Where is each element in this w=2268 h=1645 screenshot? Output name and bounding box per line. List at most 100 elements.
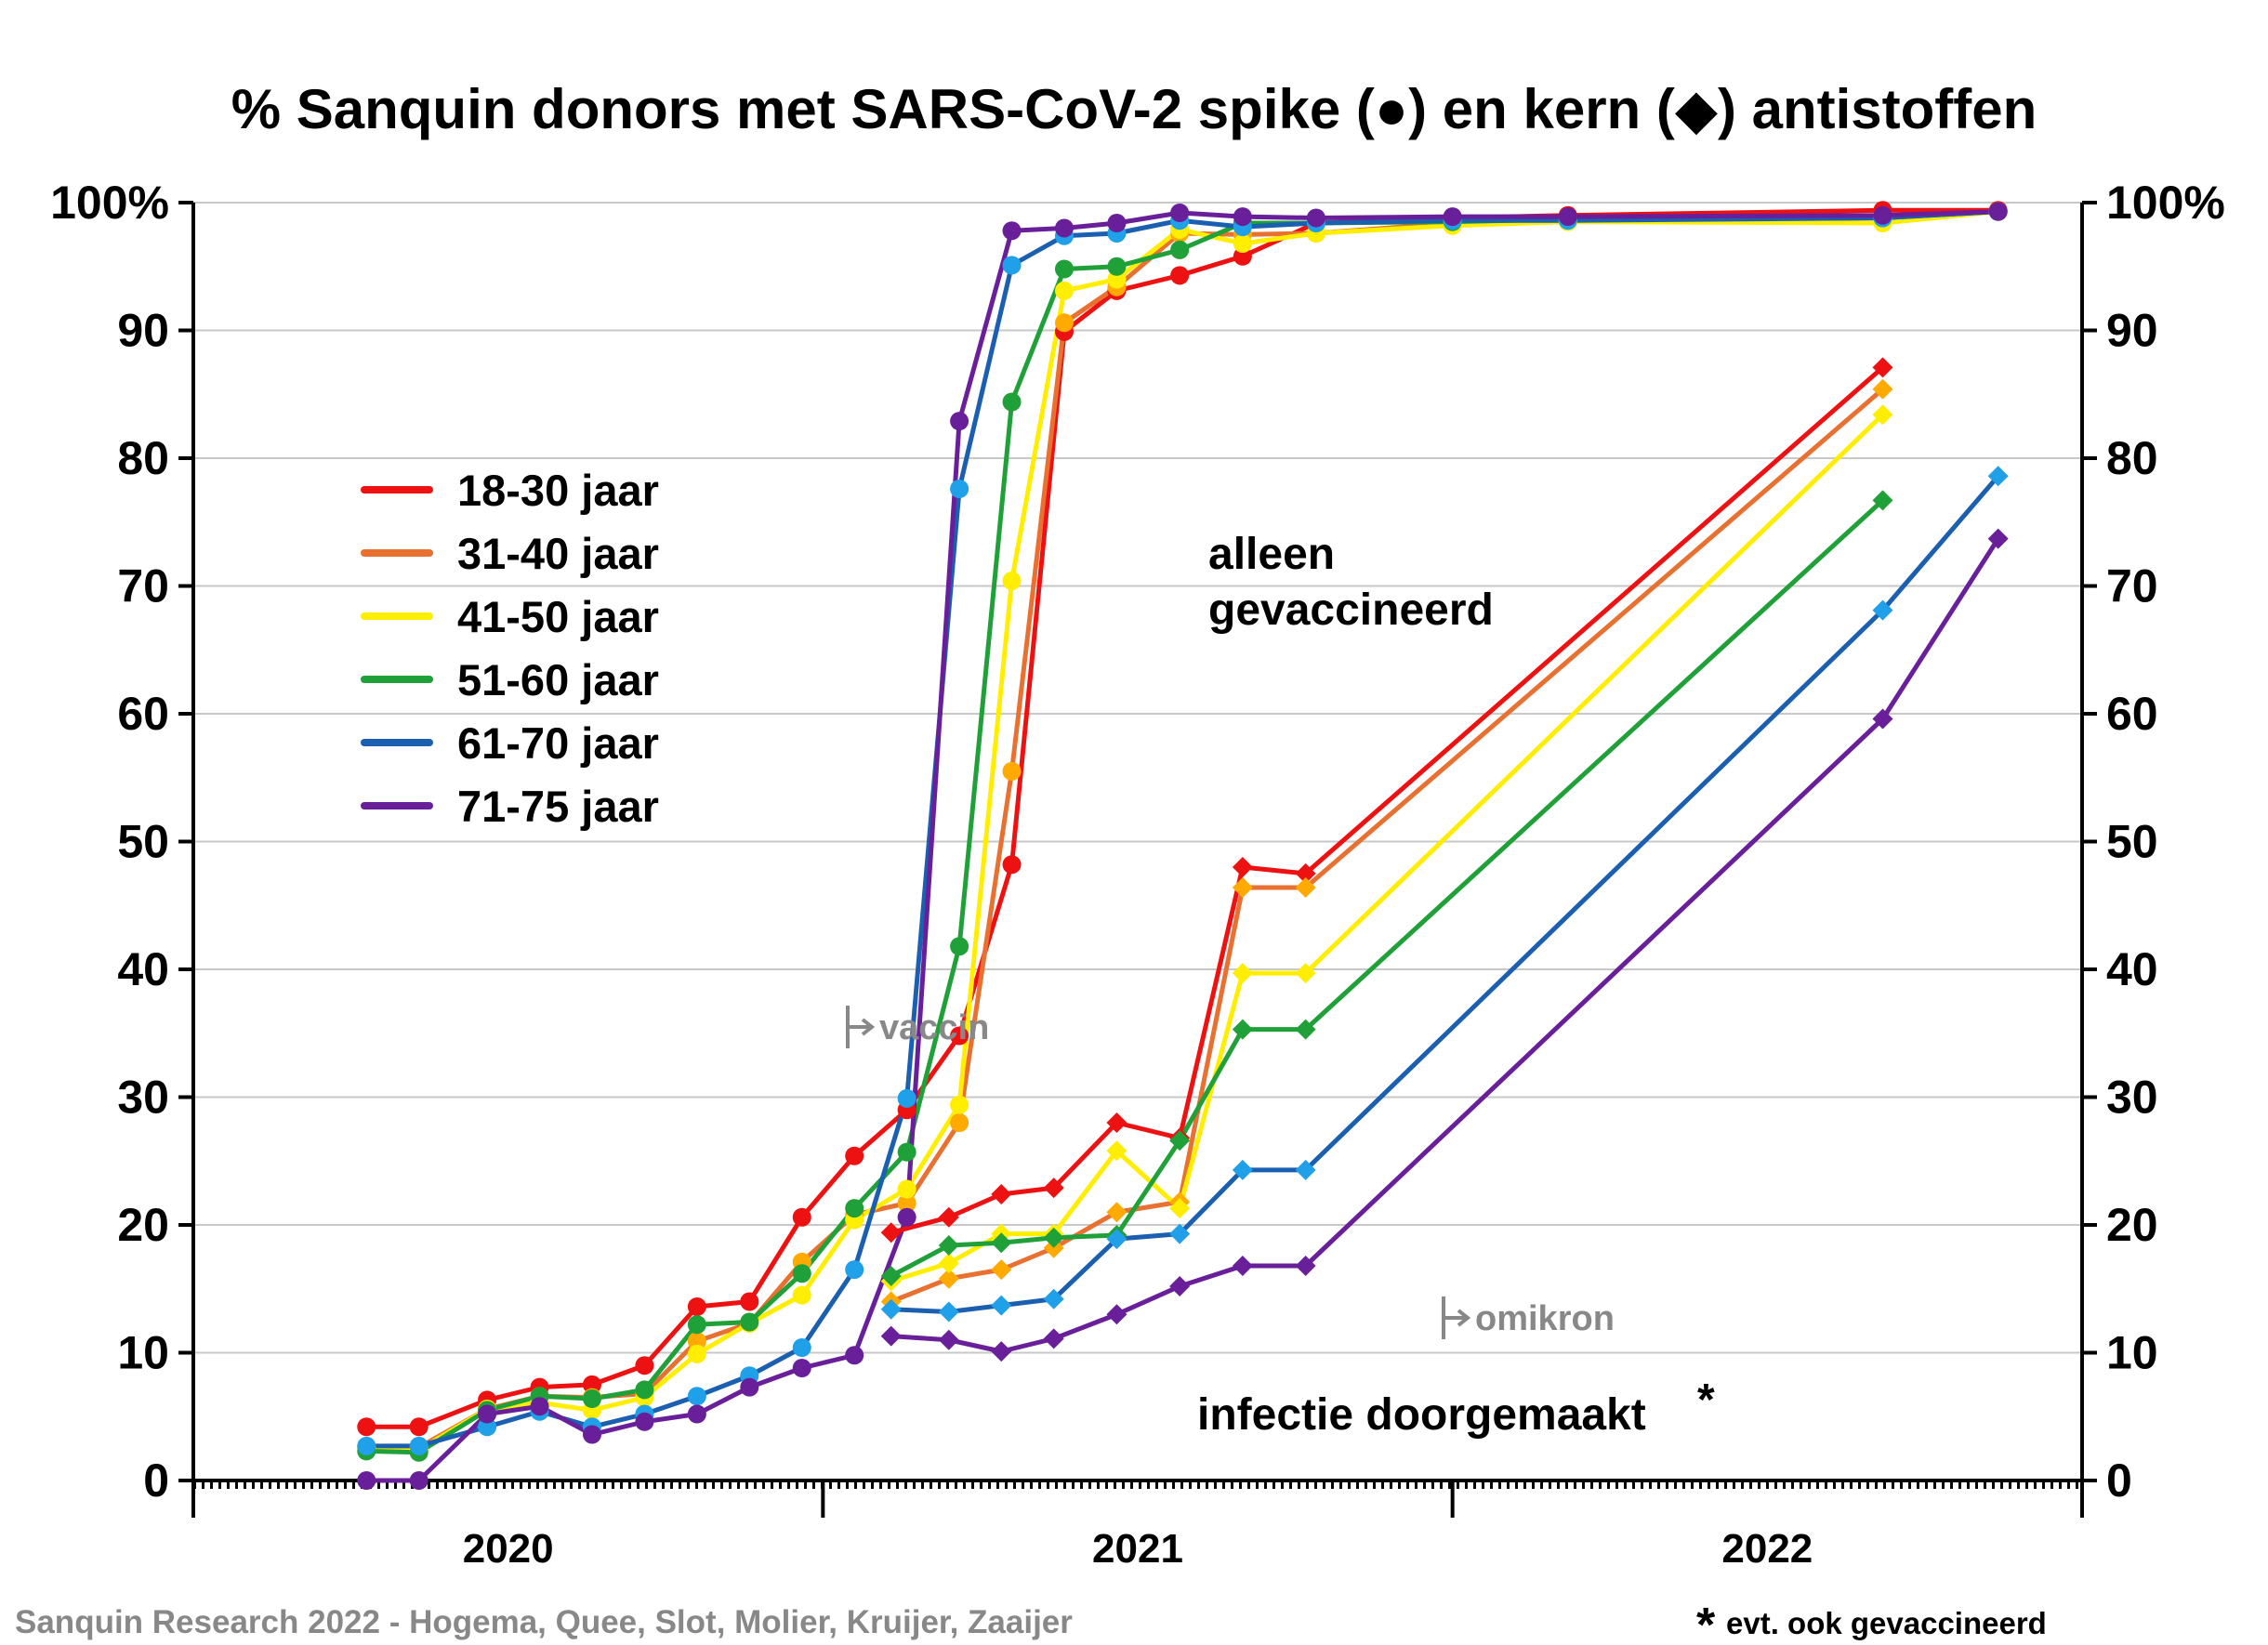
y-right-tick-label: 30 bbox=[2106, 1072, 2158, 1124]
y-right-tick-label: 100% bbox=[2106, 177, 2225, 229]
spike-point bbox=[792, 1285, 811, 1305]
spike-point bbox=[950, 937, 969, 956]
spike-point bbox=[357, 1471, 376, 1490]
kern-point bbox=[938, 1268, 959, 1289]
spike-line-6 bbox=[366, 209, 1998, 1483]
spike-point bbox=[950, 1113, 969, 1132]
y-axis-left-ticks: 100% 90 80 70 60 50 40 30 20 10 0 bbox=[50, 177, 169, 1507]
kern-point bbox=[1232, 1159, 1253, 1180]
spike-point bbox=[1306, 208, 1325, 228]
kern-point bbox=[1232, 857, 1253, 877]
kern-point bbox=[1295, 1256, 1316, 1276]
spike-point bbox=[897, 1088, 916, 1108]
spike-point bbox=[1170, 204, 1190, 222]
spike-point bbox=[897, 1207, 916, 1227]
annotation-vaccinated-line2: gevaccineerd bbox=[1208, 586, 1494, 635]
y-left-tick-label: 20 bbox=[117, 1199, 169, 1251]
spike-point bbox=[1002, 572, 1022, 590]
spike-point bbox=[582, 1389, 601, 1408]
spike-point bbox=[635, 1380, 654, 1400]
grid bbox=[193, 202, 2082, 1354]
annotation-vaccinated-line1: alleen bbox=[1208, 530, 1335, 579]
spike-point bbox=[478, 1417, 497, 1437]
spike-point bbox=[792, 1338, 811, 1357]
spike-point bbox=[687, 1344, 706, 1363]
spike-point bbox=[1988, 202, 2008, 221]
spike-point bbox=[687, 1315, 706, 1335]
spike-point bbox=[1002, 855, 1022, 875]
kern-point bbox=[1872, 404, 1893, 426]
spike-point bbox=[950, 1026, 969, 1046]
spike-point bbox=[357, 1417, 376, 1437]
annotation-omikron-label: omikron bbox=[1475, 1299, 1615, 1338]
kern-point bbox=[991, 1295, 1012, 1316]
spike-point bbox=[845, 1260, 864, 1280]
y-left-tick-label: 100% bbox=[50, 177, 169, 229]
kern-point bbox=[1169, 1130, 1191, 1152]
legend-label: 51-60 jaar bbox=[457, 655, 659, 704]
kern-point bbox=[991, 1232, 1012, 1254]
kern-point bbox=[1232, 1256, 1253, 1276]
legend-label: 31-40 jaar bbox=[457, 529, 659, 578]
kern-point bbox=[1872, 599, 1893, 621]
spike-point bbox=[950, 480, 969, 498]
kern-point bbox=[1295, 1159, 1316, 1180]
spike-point bbox=[687, 1332, 706, 1351]
spike-point bbox=[897, 1179, 916, 1199]
spike-point bbox=[792, 1264, 811, 1283]
y-left-tick-label: 10 bbox=[117, 1327, 169, 1379]
spike-point bbox=[1107, 270, 1127, 289]
y-right-tick-label: 0 bbox=[2106, 1454, 2132, 1507]
x-axis-year-labels: 2020 2021 2022 bbox=[463, 1526, 1813, 1572]
kern-point bbox=[1106, 1140, 1127, 1162]
kern-point bbox=[938, 1253, 959, 1274]
spike-point bbox=[1107, 257, 1127, 276]
spike-point bbox=[1054, 218, 1074, 238]
footnote: evt. ook gevaccineerd bbox=[1726, 1606, 2047, 1640]
kern-point bbox=[938, 1206, 959, 1228]
spike-point bbox=[1107, 214, 1127, 232]
spike-point bbox=[792, 1207, 811, 1227]
y-left-tick-label: 30 bbox=[117, 1072, 169, 1124]
kern-point bbox=[1043, 1178, 1064, 1199]
spike-point bbox=[687, 1387, 706, 1406]
arrow-icon bbox=[846, 1006, 876, 1048]
spike-point bbox=[1002, 392, 1022, 412]
spike-point bbox=[409, 1471, 429, 1490]
spike-point bbox=[635, 1412, 654, 1431]
arrow-icon bbox=[1442, 1296, 1471, 1339]
y-right-tick-label: 80 bbox=[2106, 432, 2158, 484]
kern-point bbox=[880, 1298, 902, 1320]
spike-point bbox=[1054, 313, 1074, 333]
kern-point bbox=[1106, 1304, 1127, 1325]
y-right-tick-label: 10 bbox=[2106, 1327, 2158, 1379]
spike-point bbox=[1002, 221, 1022, 241]
legend-label: 61-70 jaar bbox=[457, 718, 659, 768]
annotation-vaccin-label: vaccin bbox=[879, 1008, 989, 1047]
kern-point bbox=[1872, 357, 1893, 378]
series-markers bbox=[357, 201, 2009, 1490]
spike-point bbox=[687, 1404, 706, 1424]
y-left-tick-label: 0 bbox=[143, 1454, 169, 1507]
kern-point bbox=[1169, 1198, 1191, 1219]
kern-point bbox=[991, 1341, 1012, 1362]
kern-point bbox=[1295, 877, 1316, 898]
spike-point bbox=[635, 1356, 654, 1375]
spike-point bbox=[478, 1404, 497, 1424]
spike-point bbox=[845, 1199, 864, 1218]
kern-line-6 bbox=[890, 537, 2000, 1354]
spike-point bbox=[897, 1142, 916, 1162]
spike-point bbox=[582, 1425, 601, 1444]
kern-point bbox=[1295, 1019, 1316, 1040]
spike-point bbox=[1054, 281, 1074, 300]
kern-point bbox=[1169, 1223, 1191, 1244]
spike-point bbox=[950, 412, 969, 431]
spike-point bbox=[1233, 234, 1252, 253]
kern-point bbox=[1987, 528, 2009, 549]
kern-line-1 bbox=[890, 365, 1885, 1235]
axes bbox=[178, 201, 2097, 1518]
y-left-tick-label: 90 bbox=[117, 305, 169, 357]
spike-point bbox=[357, 1436, 376, 1455]
spike-point bbox=[1443, 207, 1462, 227]
